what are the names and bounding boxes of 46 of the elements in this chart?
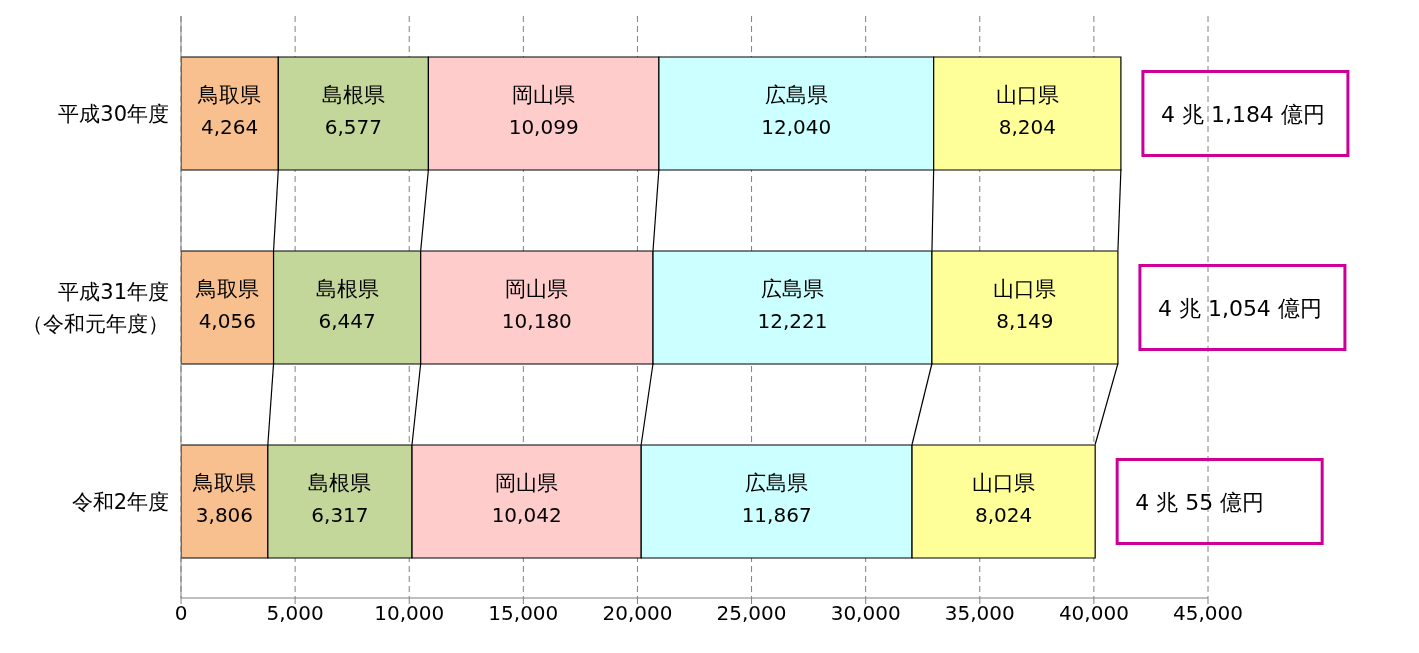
data-label: 4,056 — [198, 308, 256, 333]
data-label: 10,099 — [508, 114, 579, 139]
series-label: 広島県 — [764, 82, 828, 107]
text: 岡山県 — [505, 276, 569, 301]
x-tick-label: 0 — [174, 601, 188, 626]
data-label: 6,577 — [324, 114, 382, 139]
x-tick-label: 40,000 — [1058, 601, 1129, 626]
y-tick-label: 令和2年度 — [71, 490, 169, 514]
text: 山口県 — [972, 470, 1036, 495]
x-tick-label: 15,000 — [488, 601, 559, 626]
data-label: 3,806 — [195, 502, 254, 527]
data-label: 12,040 — [761, 114, 832, 139]
text: 山口県 — [993, 276, 1057, 301]
text: 島根県 — [315, 276, 379, 301]
total-label: 4 兆 1,184 億円 — [1160, 101, 1325, 127]
data-label: 10,180 — [501, 308, 572, 333]
data-label: 12,221 — [757, 308, 828, 333]
text: 岡山県 — [495, 470, 559, 495]
x-tick-label: 35,000 — [944, 601, 1015, 626]
x-tick-label: 30,000 — [830, 601, 901, 626]
text: 鳥取県 — [198, 82, 262, 107]
series-label: 鳥取県 — [191, 470, 256, 495]
series-label: 山口県 — [995, 82, 1059, 107]
text: 広島県 — [760, 276, 824, 301]
x-tick-label: 45,000 — [1173, 601, 1243, 626]
data-label: 11,867 — [741, 502, 812, 527]
x-tick-label: 25,000 — [716, 601, 787, 626]
text: 鳥取県 — [195, 276, 259, 301]
data-label: 8,149 — [996, 308, 1054, 333]
data-label: 10,042 — [491, 502, 562, 527]
x-tick-label: 10,000 — [374, 601, 445, 626]
x-tick-label: 5,000 — [266, 601, 324, 626]
data-label: 6,447 — [318, 308, 376, 333]
text: 広島県 — [745, 470, 809, 495]
total-label: 4 兆 55 億円 — [1135, 489, 1265, 515]
y-tick-label: 平成30年度 — [58, 102, 169, 126]
x-tick-label: 20,000 — [602, 601, 673, 626]
text: 島根県 — [308, 470, 372, 495]
y-tick-label: 平成31年度（令和元年度） — [22, 280, 169, 336]
series-label: 島根県 — [321, 82, 385, 107]
series-label: 岡山県 — [512, 82, 576, 107]
total-label: 4 兆 1,054 億円 — [1157, 295, 1322, 321]
data-label: 6,317 — [311, 502, 369, 527]
data-label: 8,024 — [974, 502, 1033, 527]
data-label: 8,204 — [998, 114, 1056, 139]
data-label: 4,264 — [201, 114, 259, 139]
